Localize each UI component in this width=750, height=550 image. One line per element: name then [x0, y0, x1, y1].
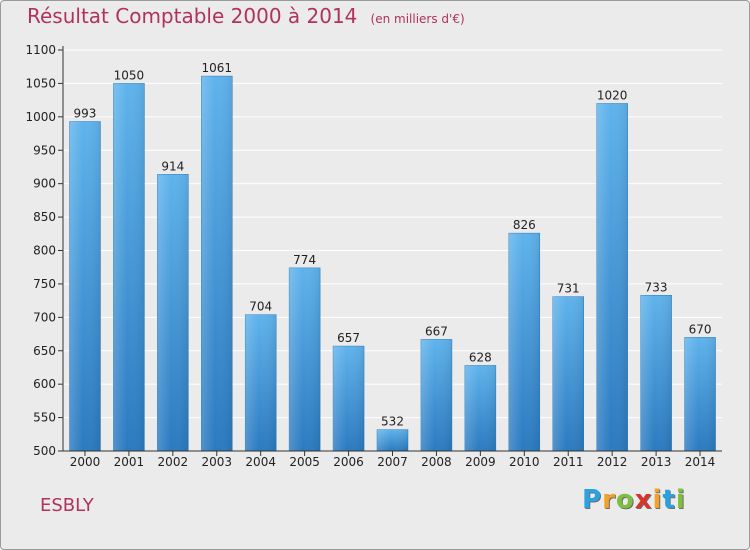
bar-shine: [684, 337, 716, 451]
y-tick-label: 1100: [25, 43, 56, 57]
bar-shine: [113, 83, 145, 452]
y-tick-label: 800: [33, 244, 56, 258]
logo-letter: i: [652, 485, 663, 515]
bar-shine: [289, 267, 321, 451]
title-row: Résultat Comptable 2000 à 2014 (en milli…: [27, 4, 465, 28]
bar-shine: [377, 429, 408, 451]
bar-value-label: 733: [645, 280, 668, 294]
proxiti-logo: Proxiti: [582, 485, 686, 515]
x-tick-label: 2000: [70, 455, 101, 469]
logo-letter: r: [602, 485, 616, 515]
x-tick-label: 2007: [377, 455, 408, 469]
bar-shine: [201, 76, 233, 451]
logo-letter: i: [675, 485, 686, 515]
bar-value-label: 667: [425, 324, 448, 338]
x-tick-label: 2003: [201, 455, 232, 469]
y-tick-label: 500: [33, 444, 56, 458]
chart-subtitle: (en milliers d'€): [370, 12, 465, 26]
x-tick-label: 2002: [158, 455, 189, 469]
bar-value-label: 1050: [114, 68, 145, 82]
bar-value-label: 731: [557, 282, 580, 296]
bar-value-label: 1061: [201, 61, 232, 75]
y-tick-label: 550: [33, 411, 56, 425]
y-tick-label: 600: [33, 377, 56, 391]
location-label: ESBLY: [40, 495, 94, 516]
bar-shine: [245, 314, 277, 451]
bar-shine: [640, 295, 672, 451]
bar-value-label: 826: [513, 218, 536, 232]
bar-shine: [157, 174, 189, 451]
x-tick-label: 2006: [333, 455, 364, 469]
bar-shine: [508, 233, 540, 451]
bar-value-label: 993: [74, 107, 97, 121]
logo-letter: o: [615, 485, 635, 515]
bar-shine: [420, 339, 452, 451]
x-tick-label: 2012: [597, 455, 628, 469]
logo-letter: t: [662, 485, 676, 515]
bar-shine: [333, 346, 365, 451]
x-tick-label: 2011: [553, 455, 584, 469]
bar-value-label: 657: [337, 331, 360, 345]
y-tick-label: 1050: [25, 76, 56, 90]
x-tick-label: 2001: [114, 455, 145, 469]
bar-value-label: 532: [381, 415, 404, 429]
y-tick-label: 900: [33, 177, 56, 191]
y-tick-label: 700: [33, 310, 56, 324]
x-tick-label: 2010: [509, 455, 540, 469]
x-tick-label: 2013: [641, 455, 672, 469]
bar-value-label: 1020: [597, 88, 628, 102]
bar-value-label: 914: [161, 159, 184, 173]
y-tick-label: 850: [33, 210, 56, 224]
bar-shine: [596, 103, 628, 451]
y-tick-label: 950: [33, 143, 56, 157]
bar-shine: [552, 296, 584, 451]
bar-value-label: 628: [469, 350, 492, 364]
x-tick-label: 2004: [245, 455, 276, 469]
bar-shine: [464, 365, 496, 451]
bar-value-label: 774: [293, 253, 316, 267]
x-tick-label: 2005: [289, 455, 320, 469]
y-tick-label: 1000: [25, 110, 56, 124]
y-tick-label: 650: [33, 344, 56, 358]
bar-value-label: 670: [689, 322, 712, 336]
logo-letter: P: [582, 485, 603, 515]
x-tick-label: 2009: [465, 455, 496, 469]
bar-value-label: 704: [249, 300, 272, 314]
logo-letter: x: [634, 485, 653, 515]
bar-shine: [69, 121, 101, 452]
y-tick-label: 750: [33, 277, 56, 291]
x-tick-label: 2008: [421, 455, 452, 469]
chart-title: Résultat Comptable 2000 à 2014: [27, 4, 358, 28]
x-tick-label: 2014: [685, 455, 716, 469]
